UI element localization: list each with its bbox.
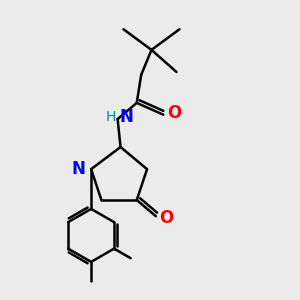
Text: N: N — [119, 108, 133, 126]
Text: O: O — [167, 104, 181, 122]
Text: N: N — [72, 160, 86, 178]
Text: H: H — [106, 110, 116, 124]
Text: O: O — [159, 209, 174, 227]
